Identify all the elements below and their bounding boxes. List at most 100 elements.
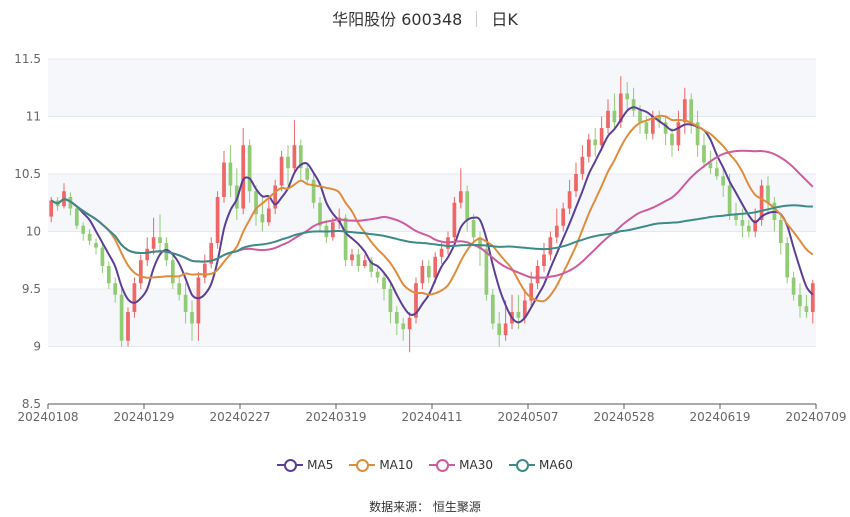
candle	[350, 248, 354, 266]
x-tick-label: 20240528	[593, 410, 654, 424]
candle	[721, 168, 726, 197]
candle-body	[644, 122, 649, 134]
candle	[126, 307, 130, 347]
legend-swatch	[509, 458, 536, 472]
legend-item-ma5[interactable]: MA5	[277, 458, 333, 472]
legend-swatch	[429, 458, 456, 472]
plot-band	[48, 289, 816, 347]
candle	[785, 237, 790, 284]
candle	[132, 277, 137, 318]
candle	[394, 306, 399, 335]
plot-band	[48, 174, 816, 232]
candle	[497, 312, 502, 347]
candle	[286, 145, 290, 186]
candle	[746, 220, 751, 238]
plot-band	[48, 346, 816, 404]
candle-body	[746, 225, 751, 232]
title-separator	[476, 11, 478, 27]
candle	[388, 283, 393, 324]
y-tick-label: 10.5	[14, 167, 41, 181]
candle	[420, 260, 425, 289]
candle-body	[766, 185, 770, 203]
x-tick-label: 20240227	[209, 410, 270, 424]
candle	[81, 222, 86, 241]
candle-body	[138, 260, 143, 284]
candle	[202, 254, 207, 284]
period-label: 日K	[491, 10, 518, 29]
legend: MA5 MA10 MA30 MA60	[0, 458, 850, 475]
candle	[452, 197, 457, 243]
candle	[804, 294, 809, 318]
candle-body	[676, 122, 681, 146]
legend-swatch-dot	[516, 459, 530, 472]
candle-body	[484, 248, 489, 295]
candle-body	[279, 156, 284, 186]
candle-body	[100, 247, 105, 266]
candle	[119, 289, 124, 347]
candle-body	[548, 237, 553, 255]
candle	[580, 145, 585, 180]
source-value: 恒生聚源	[432, 500, 481, 514]
candle-body	[420, 266, 425, 284]
candle-body	[439, 248, 444, 257]
candle	[241, 128, 246, 215]
candle-body	[81, 225, 86, 234]
candle-body	[574, 174, 578, 192]
candle	[810, 279, 815, 324]
candle	[426, 260, 431, 284]
candle-body	[612, 110, 617, 123]
candle-body	[650, 116, 655, 134]
y-tick-label: 11	[26, 110, 41, 124]
candle-body	[87, 233, 92, 241]
candle-body	[126, 312, 130, 341]
legend-item-ma10[interactable]: MA10	[349, 458, 413, 472]
candle-body	[682, 99, 687, 123]
candle-body	[407, 317, 412, 330]
candle-body	[689, 99, 694, 123]
y-tick-label: 9	[33, 340, 41, 354]
candle-body	[369, 260, 374, 272]
candle-body	[145, 248, 150, 261]
candle-body	[785, 243, 790, 278]
candle-body	[273, 185, 278, 209]
y-tick-label: 9.5	[22, 282, 41, 296]
candle-body	[810, 283, 815, 312]
candle	[695, 110, 700, 157]
legend-swatch	[349, 458, 376, 472]
candle	[458, 168, 463, 209]
candle-body	[196, 277, 201, 324]
candle-body	[343, 217, 348, 261]
candle	[343, 214, 348, 266]
candle	[663, 116, 668, 146]
candle-body	[177, 283, 182, 295]
legend-item-ma30[interactable]: MA30	[429, 458, 493, 472]
candle	[170, 254, 175, 289]
candle-body	[228, 162, 233, 186]
data-source: 数据来源： 恒生聚源	[0, 498, 850, 515]
ma-lines	[50, 106, 814, 324]
candle-body	[222, 162, 226, 197]
candle	[145, 237, 150, 266]
candle-body	[132, 283, 137, 312]
candle-body	[247, 145, 252, 192]
candle-body	[638, 110, 642, 123]
candle-body	[759, 185, 764, 220]
candle	[561, 202, 566, 232]
candle	[702, 133, 706, 169]
candle-body	[286, 156, 290, 169]
candle-body	[465, 191, 470, 220]
candle-body	[318, 202, 322, 226]
candle-body	[503, 323, 508, 335]
candle	[177, 275, 182, 301]
candle	[516, 294, 521, 330]
candle-body	[119, 294, 124, 341]
candle-body	[727, 185, 732, 215]
candle	[209, 237, 214, 269]
legend-item-ma60[interactable]: MA60	[509, 458, 573, 472]
candle-body	[657, 116, 662, 123]
candles	[49, 76, 815, 353]
candle-body	[330, 222, 335, 238]
candle	[766, 176, 770, 215]
candle	[414, 277, 418, 324]
candle	[682, 87, 687, 134]
